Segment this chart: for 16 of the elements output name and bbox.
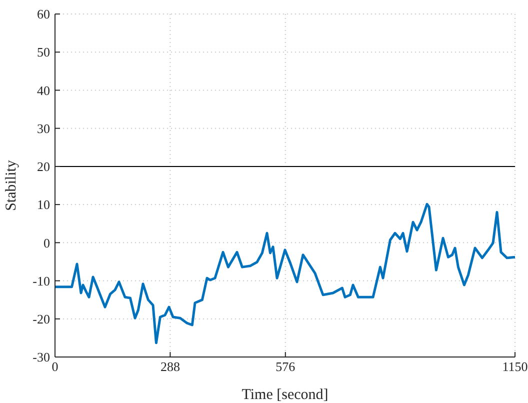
y-tick-label: -30 — [32, 350, 50, 365]
y-axis-title: Stability — [3, 160, 20, 211]
line-series — [55, 202, 515, 344]
x-tick-label: 576 — [276, 359, 296, 374]
y-tick-label: -10 — [32, 273, 50, 288]
y-tick-label: 60 — [37, 6, 50, 22]
y-tick-label: 20 — [37, 159, 50, 174]
x-tick-label: 288 — [160, 359, 180, 374]
y-tick-label: 0 — [44, 235, 50, 250]
y-tick-label: 10 — [37, 197, 50, 212]
x-tick-label: 1150 — [502, 359, 528, 374]
y-tick-label: -20 — [32, 312, 50, 327]
y-tick-label: 30 — [37, 120, 50, 136]
y-tick-label: 40 — [37, 82, 50, 98]
x-axis-title: Time [second] — [242, 387, 328, 403]
y-tick-label: 50 — [37, 44, 50, 60]
